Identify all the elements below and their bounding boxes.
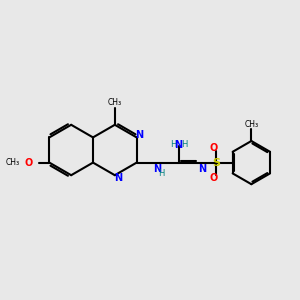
Text: O: O bbox=[25, 158, 33, 168]
Text: N: N bbox=[114, 172, 122, 183]
Text: N: N bbox=[136, 130, 144, 140]
Text: O: O bbox=[209, 142, 217, 153]
Text: CH₃: CH₃ bbox=[244, 120, 258, 129]
Text: O: O bbox=[209, 172, 217, 183]
Text: CH₃: CH₃ bbox=[6, 158, 20, 167]
Text: H: H bbox=[158, 169, 164, 178]
Text: CH₃: CH₃ bbox=[108, 98, 122, 107]
Text: H: H bbox=[170, 140, 176, 149]
Text: N: N bbox=[198, 164, 206, 174]
Text: S: S bbox=[212, 158, 220, 168]
Text: N: N bbox=[175, 140, 183, 150]
Text: N: N bbox=[154, 164, 162, 174]
Text: H: H bbox=[181, 140, 187, 149]
